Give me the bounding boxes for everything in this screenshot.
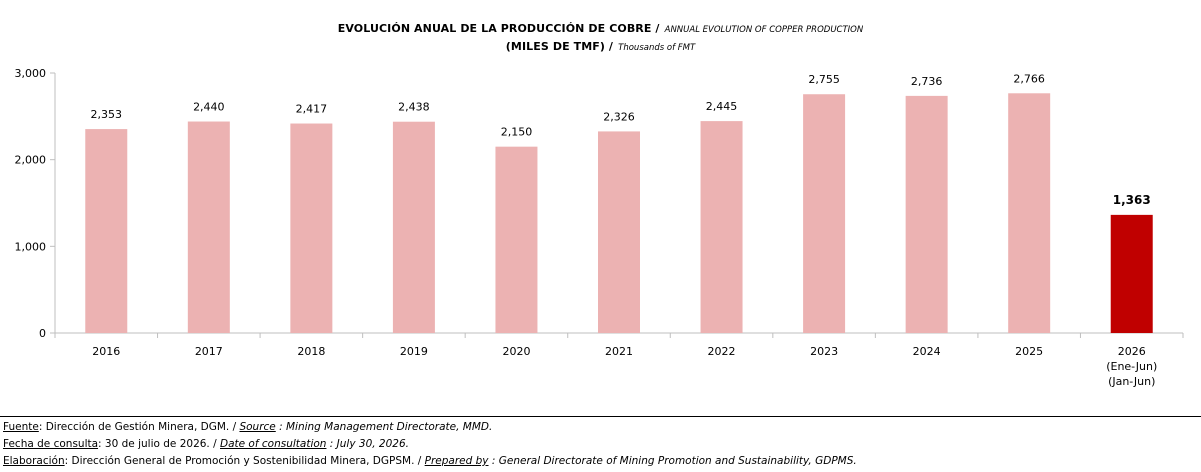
value-label-2026: 1,363 [1113, 193, 1151, 207]
bar-2021 [598, 131, 640, 333]
date-label: Fecha de consulta [3, 438, 99, 450]
subtitle-main: (MILES DE TMF) / [505, 40, 614, 53]
x-tick-note-2026: (Ene-Jun) [1106, 360, 1157, 373]
source-text: : Dirección de Gestión Minera, DGM. / [38, 421, 240, 433]
prep-en-label: Prepared by [424, 455, 489, 467]
bar-2020 [495, 146, 538, 333]
date-en-text: : July 30, 2026. [326, 438, 409, 450]
prep-label: Elaboración [3, 455, 65, 467]
x-tick-label-2018: 2018 [297, 345, 325, 358]
bar-2019 [392, 121, 435, 333]
value-label-2019: 2,438 [398, 101, 430, 114]
footer-prepared: Elaboración: Dirección General de Promoc… [3, 455, 857, 467]
x-tick-label-2023: 2023 [810, 345, 838, 358]
x-tick-note-2026: (Jan-Jun) [1108, 375, 1155, 388]
title-sub: ANNUAL EVOLUTION OF COPPER PRODUCTION [664, 25, 864, 35]
bar-2022 [700, 121, 743, 333]
title-main: EVOLUCIÓN ANUAL DE LA PRODUCCIÓN DE COBR… [337, 22, 660, 35]
bar-2016 [85, 129, 128, 333]
bar-chart: 0 1,000 2,000 3,000 2,353 2016 2,440 2017 2,417 2… [15, 67, 1184, 388]
x-tick-label-2016: 2016 [92, 345, 120, 358]
source-en-label: Source [239, 421, 276, 433]
bar-2017 [187, 121, 230, 334]
x-tick-label-2021: 2021 [605, 345, 633, 358]
value-label-2025: 2,766 [1013, 72, 1045, 85]
x-tick-label-2022: 2022 [708, 345, 736, 358]
chart-subtitle: (MILES DE TMF) / Thousands of FMT [0, 35, 1201, 54]
x-tick-label-2017: 2017 [195, 345, 223, 358]
x-tick-label-2024: 2024 [913, 345, 941, 358]
source-en-text: : Mining Management Directorate, MMD. [275, 421, 493, 433]
value-label-2016: 2,353 [91, 108, 123, 121]
date-en-label: Date of consultation [220, 438, 327, 450]
value-label-2017: 2,440 [193, 101, 225, 114]
bar-2018 [290, 123, 333, 333]
bar-2026 [1110, 214, 1153, 333]
subtitle-sub: Thousands of FMT [618, 43, 696, 53]
y-tick-label: 0 [39, 327, 46, 340]
prep-en-text: : General Directorate of Mining Promotio… [488, 455, 857, 467]
source-label: Fuente [3, 421, 39, 433]
chart-title: EVOLUCIÓN ANUAL DE LA PRODUCCIÓN DE COBR… [0, 17, 1201, 36]
footer-divider [0, 416, 1201, 417]
y-tick-label: 1,000 [15, 240, 47, 253]
y-tick-label: 3,000 [15, 67, 47, 80]
bar-2023 [803, 94, 846, 333]
value-label-2022: 2,445 [706, 100, 738, 113]
x-tick-label-2019: 2019 [400, 345, 428, 358]
value-label-2024: 2,736 [911, 75, 943, 88]
value-label-2023: 2,755 [808, 73, 840, 86]
y-tick-label: 2,000 [15, 154, 47, 167]
x-tick-label-2020: 2020 [502, 345, 530, 358]
footer-date: Fecha de consulta: 30 de julio de 2026. … [3, 438, 409, 450]
x-tick-label-2025: 2025 [1015, 345, 1043, 358]
prep-text: : Dirección General de Promoción y Soste… [64, 455, 425, 467]
value-label-2018: 2,417 [296, 103, 328, 116]
date-text: : 30 de julio de 2026. / [98, 438, 220, 450]
value-label-2021: 2,326 [603, 110, 635, 123]
value-label-2020: 2,150 [501, 126, 533, 139]
bar-2025 [1008, 93, 1051, 333]
bar-2024 [905, 95, 948, 333]
footer-source: Fuente: Dirección de Gestión Minera, DGM… [3, 421, 492, 433]
x-tick-label-2026: 2026 [1118, 345, 1146, 358]
